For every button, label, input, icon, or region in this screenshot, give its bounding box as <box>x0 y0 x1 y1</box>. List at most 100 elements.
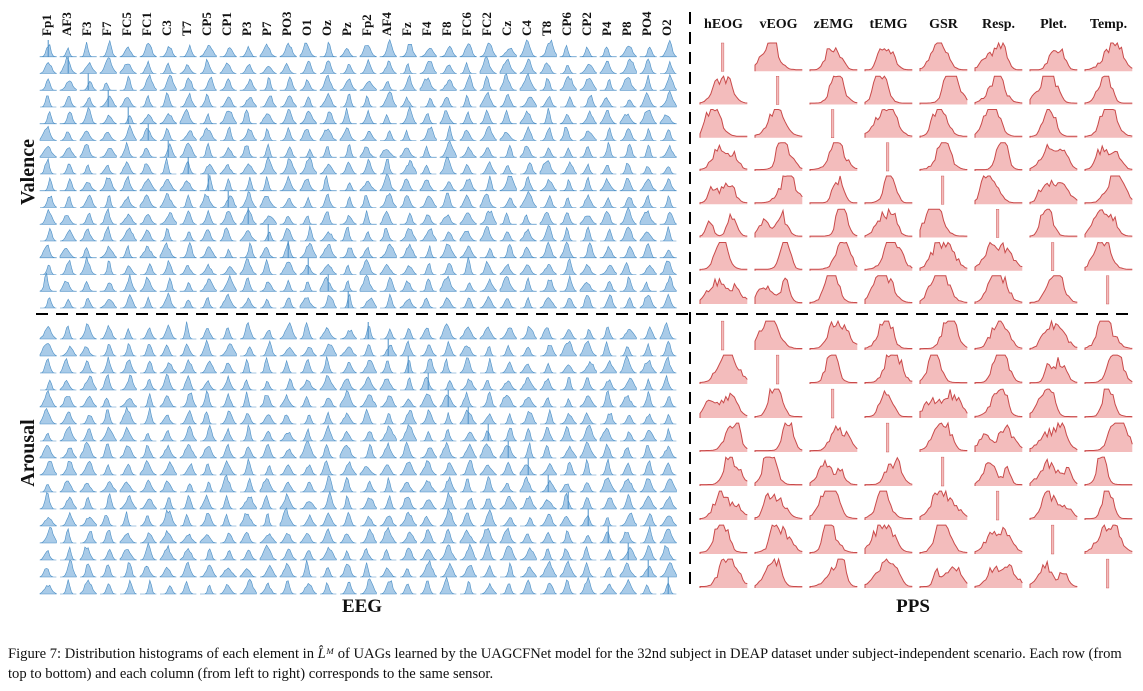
eeg-histogram-cell <box>159 566 177 578</box>
eeg-histogram-cell <box>559 44 577 58</box>
pps-density-line <box>1029 275 1078 304</box>
eeg-histogram-cell <box>80 297 97 309</box>
eeg-histogram-cell <box>520 516 537 527</box>
eeg-histogram-cell <box>579 78 597 91</box>
eeg-histogram-cell <box>599 210 617 225</box>
eeg-histogram-cell <box>619 113 637 125</box>
eeg-histogram-cell <box>499 275 517 292</box>
eeg-histogram-cell <box>179 241 197 259</box>
pps-histogram-cell <box>1085 355 1133 384</box>
pps-density-line <box>974 75 1023 105</box>
eeg-channel-label: F4 <box>419 21 434 36</box>
eeg-histogram-cell <box>99 225 117 242</box>
eeg-histogram-cell <box>159 242 177 259</box>
eeg-histogram-cell <box>179 210 197 225</box>
eeg-histogram-cell <box>359 158 377 175</box>
pps-histogram-cell <box>810 559 858 588</box>
eeg-histogram-cell <box>259 258 277 275</box>
eeg-histogram-cell <box>639 413 657 425</box>
eeg-histogram-cell <box>580 226 597 242</box>
eeg-histogram-cell <box>259 533 277 544</box>
pps-channel-labels: hEOG vEOG zEMG tEMG GSR Resp. Plet. Temp. <box>704 17 1127 32</box>
eeg-histogram-cell <box>439 214 457 225</box>
eeg-histogram-cell <box>539 160 557 175</box>
eeg-histogram-cell <box>419 297 437 309</box>
eeg-histogram-cell <box>419 179 437 192</box>
eeg-histogram-cell <box>419 529 437 544</box>
pps-histogram-cell <box>755 43 803 72</box>
pps-density-line <box>919 42 968 72</box>
eeg-channel-label: C3 <box>159 20 174 36</box>
eeg-histogram-cell <box>280 378 297 391</box>
eeg-histogram-cell <box>159 414 177 425</box>
pps-histogram-cell <box>865 355 913 384</box>
eeg-histogram-cell <box>479 210 497 225</box>
eeg-histogram-cell <box>379 580 397 595</box>
eeg-histogram-cell <box>539 297 557 309</box>
eeg-channel-label: F3 <box>79 21 94 36</box>
eeg-channel-label: CP6 <box>559 12 574 36</box>
eeg-histogram-cell <box>539 426 557 442</box>
eeg-histogram-cell <box>559 579 577 595</box>
eeg-histogram-cell <box>159 92 177 108</box>
eeg-histogram-cell <box>200 424 217 442</box>
eeg-histogram-cell <box>439 156 457 175</box>
eeg-histogram-cell <box>359 359 377 374</box>
pps-histogram-cell <box>1085 457 1133 486</box>
eeg-histogram-cell <box>359 180 377 192</box>
eeg-histogram-cell <box>460 297 477 309</box>
pps-histogram-cell <box>1030 561 1078 588</box>
eeg-histogram-cell <box>259 582 277 595</box>
pps-histogram-cell <box>1030 76 1078 105</box>
pps-histogram-cell <box>865 242 913 271</box>
pps-histogram-cell <box>975 109 1023 138</box>
eeg-histogram-cell <box>459 543 477 561</box>
eeg-histogram-cell <box>339 563 357 578</box>
eeg-histogram-cell <box>640 342 657 357</box>
eeg-histogram-cell <box>99 530 117 544</box>
eeg-histogram-cell <box>639 178 657 192</box>
eeg-histogram-cell <box>279 532 297 544</box>
eeg-histogram-cell <box>419 77 437 91</box>
eeg-histogram-cell <box>59 480 77 493</box>
eeg-histogram-cell <box>339 107 357 125</box>
eeg-histogram-cell <box>199 263 217 275</box>
eeg-histogram-cell <box>299 395 317 408</box>
eeg-histogram-cell <box>119 463 137 476</box>
pps-density-line <box>809 424 858 452</box>
eeg-histogram-cell <box>220 126 237 141</box>
eeg-histogram-cell <box>419 480 437 493</box>
caption-prefix: Figure 7: Distribution histograms of eac… <box>8 646 318 662</box>
eeg-histogram-cell <box>99 481 117 493</box>
eeg-histogram-cell <box>579 163 597 175</box>
pps-histogram-cell <box>810 525 858 554</box>
eeg-channel-label: O2 <box>659 19 674 36</box>
eeg-histogram-cell <box>219 78 237 91</box>
eeg-histogram-cell <box>540 582 557 595</box>
caption-suffix: of UAGs learned by the UAGCFNet model fo… <box>8 646 1122 682</box>
pps-density-line <box>754 492 803 520</box>
eeg-histogram-cell <box>319 528 337 544</box>
eeg-histogram-cell <box>660 427 677 442</box>
eeg-histogram-cell <box>379 378 397 391</box>
eeg-histogram-cell <box>39 62 57 74</box>
eeg-histogram-cell <box>239 297 257 309</box>
pps-histogram-cell <box>1085 491 1133 520</box>
eeg-histogram-cell <box>559 113 577 125</box>
eeg-histogram-cell <box>339 461 357 476</box>
eeg-histogram-cell <box>259 478 277 493</box>
eeg-histogram-cell <box>359 95 377 108</box>
eeg-histogram-cell <box>539 107 557 125</box>
eeg-histogram-cell <box>160 585 177 595</box>
eeg-histogram-cell <box>299 42 317 58</box>
eeg-histogram-cell <box>599 340 617 357</box>
pps-density-line <box>974 142 1023 171</box>
eeg-histogram-cell <box>300 225 317 242</box>
eeg-histogram-cell <box>659 211 677 225</box>
pps-histogram-cell <box>975 425 1023 452</box>
eeg-histogram-cell <box>439 544 457 561</box>
eeg-histogram-cell <box>59 461 77 476</box>
pps-density-line <box>864 275 913 304</box>
eeg-histogram-cell <box>119 549 137 561</box>
eeg-histogram-cell <box>159 480 177 493</box>
